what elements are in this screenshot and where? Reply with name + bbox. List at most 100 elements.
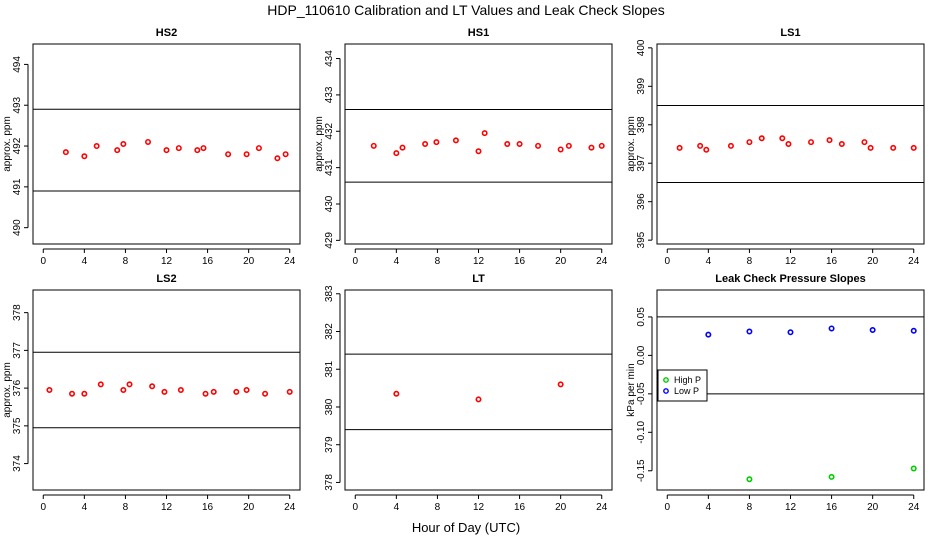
legend-label: Low P xyxy=(674,386,699,396)
y-tick-label: 378 xyxy=(12,304,23,321)
data-point xyxy=(828,473,835,480)
plot-frame xyxy=(32,289,301,491)
data-point xyxy=(81,153,88,160)
data-point xyxy=(861,139,868,146)
y-tick-label: 492 xyxy=(12,137,23,154)
data-point xyxy=(703,146,710,153)
y-tick-label: 374 xyxy=(12,455,23,472)
panel-ls2: LS2 0 4 8 12 16 20 24 374 375 376 377 378 approx. ppm xyxy=(2,273,301,513)
x-tick-label: 12 xyxy=(785,256,797,267)
data-point xyxy=(910,465,917,472)
data-point xyxy=(535,142,542,149)
series-low-p xyxy=(705,325,917,338)
x-tick-label: 24 xyxy=(596,256,608,267)
series-high-p xyxy=(746,465,917,483)
y-tick-label: 0.05 xyxy=(636,307,647,327)
x-axis-label: Hour of Day (UTC) xyxy=(412,520,520,535)
y-axis-label: approx. ppm xyxy=(626,116,637,172)
y-tick-label: 493 xyxy=(12,96,23,113)
x-tick-label: 8 xyxy=(747,256,753,267)
x-tick-label: 16 xyxy=(826,256,838,267)
x-tick-label: 24 xyxy=(284,256,296,267)
panel-title: HS2 xyxy=(156,27,177,39)
x-tick-label: 24 xyxy=(596,502,608,513)
panel-title: Leak Check Pressure Slopes xyxy=(715,273,865,285)
data-point xyxy=(475,396,482,403)
series-0 xyxy=(370,130,605,157)
data-point xyxy=(200,145,207,152)
plot-frame xyxy=(656,43,925,245)
panel-hs2: HS2 0 4 8 12 16 20 24 490 491 492 493 494 approx. ppm xyxy=(2,27,301,267)
data-point xyxy=(243,386,250,393)
data-point xyxy=(890,144,897,151)
data-point xyxy=(588,144,595,151)
panels: HS2 0 4 8 12 16 20 24 490 491 492 493 494 approx. ppm… xyxy=(2,27,925,513)
x-tick-label: 20 xyxy=(555,502,567,513)
data-point xyxy=(393,390,400,397)
y-tick-label: 379 xyxy=(324,436,335,453)
data-point xyxy=(210,388,217,395)
y-tick-label: 490 xyxy=(12,219,23,236)
data-point xyxy=(838,141,845,148)
x-tick-label: 12 xyxy=(473,502,485,513)
x-tick-label: 8 xyxy=(123,502,129,513)
y-tick-label: 433 xyxy=(324,86,335,103)
plot-frame xyxy=(32,43,301,245)
data-point xyxy=(422,141,429,148)
x-tick-label: 12 xyxy=(785,502,797,513)
panel-ls1: LS1 0 4 8 12 16 20 24 395 396 397 398 399 400 approx. … xyxy=(626,27,925,267)
x-tick-label: 4 xyxy=(706,502,712,513)
data-point xyxy=(120,141,127,148)
y-tick-label: 396 xyxy=(636,193,647,210)
data-point xyxy=(225,151,232,158)
x-tick-label: 24 xyxy=(908,502,920,513)
y-tick-label: 434 xyxy=(324,50,335,67)
x-tick-label: 16 xyxy=(202,502,214,513)
data-point xyxy=(255,145,262,152)
panel-title: HS1 xyxy=(468,27,489,39)
data-point xyxy=(787,329,794,336)
y-axis-label: approx. ppm xyxy=(2,362,13,418)
data-point xyxy=(746,139,753,146)
plot-frame xyxy=(344,289,613,491)
data-point xyxy=(475,148,482,155)
x-tick-label: 0 xyxy=(352,502,358,513)
y-tick-label: 375 xyxy=(12,417,23,434)
data-point xyxy=(233,388,240,395)
data-point xyxy=(481,130,488,137)
x-tick-label: 8 xyxy=(747,502,753,513)
y-tick-label: 399 xyxy=(636,78,647,95)
x-tick-label: 20 xyxy=(867,502,879,513)
data-point xyxy=(828,325,835,332)
data-point xyxy=(282,151,289,158)
data-point xyxy=(746,328,753,335)
panel-leak-check-pressure-slopes: Leak Check Pressure Slopes 0 4 8 12 16 20 24 -0.… xyxy=(626,273,925,513)
data-point xyxy=(370,142,377,149)
legend-box xyxy=(657,369,708,402)
legend-marker xyxy=(663,388,669,394)
x-tick-label: 20 xyxy=(243,256,255,267)
data-point xyxy=(114,147,121,154)
panel-title: LS2 xyxy=(156,273,176,285)
data-point xyxy=(175,145,182,152)
data-point xyxy=(163,147,170,154)
x-tick-label: 4 xyxy=(394,256,400,267)
series-0 xyxy=(676,135,917,153)
data-point xyxy=(779,135,786,142)
data-point xyxy=(705,331,712,338)
y-tick-label: 429 xyxy=(324,232,335,249)
x-tick-label: 24 xyxy=(908,256,920,267)
data-point xyxy=(393,150,400,157)
y-tick-label: 378 xyxy=(324,474,335,491)
y-tick-label: 377 xyxy=(12,342,23,359)
x-tick-label: 0 xyxy=(40,256,46,267)
x-tick-label: 4 xyxy=(82,502,88,513)
x-tick-label: 0 xyxy=(664,502,670,513)
y-tick-label: 383 xyxy=(324,285,335,302)
data-point xyxy=(598,142,605,149)
legend-label: High P xyxy=(674,375,701,385)
data-point xyxy=(262,390,269,397)
y-tick-label: 432 xyxy=(324,122,335,139)
